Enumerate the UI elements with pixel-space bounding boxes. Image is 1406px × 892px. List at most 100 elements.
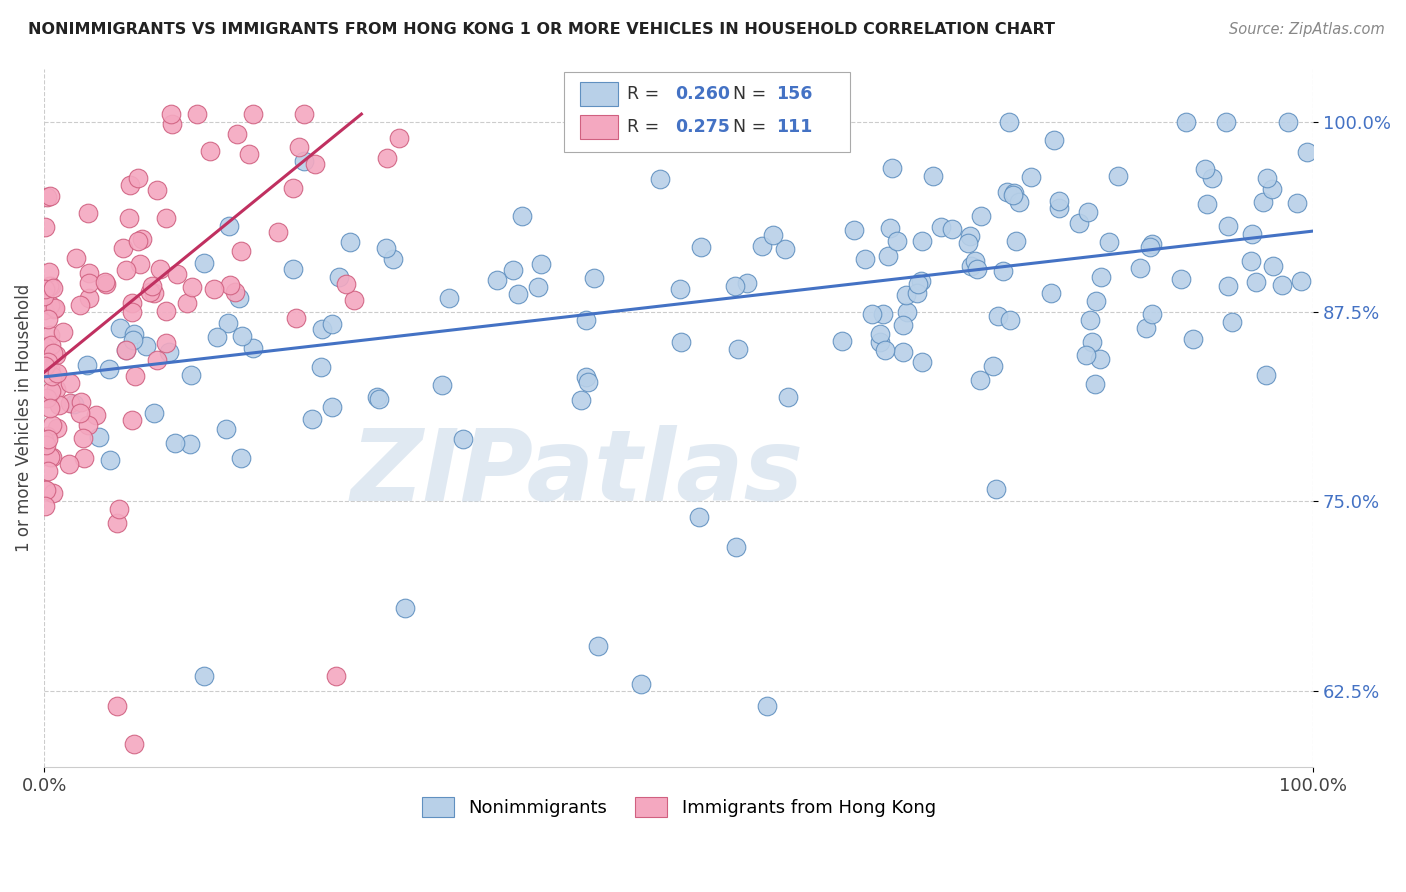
Point (1222, 315, 1244, 329)
Point (844, 223, 866, 237)
Point (1076, 348, 1098, 362)
Point (35, 483, 58, 497)
Point (121, 413, 143, 427)
Y-axis label: 1 or more Vehicles in Household: 1 or more Vehicles in Household (15, 284, 32, 552)
Point (911, 355, 934, 369)
Point (77, 277, 100, 291)
Point (37, 432, 59, 446)
Point (59, 376, 82, 390)
Point (142, 285, 165, 300)
Point (1142, 307, 1164, 321)
Point (575, 369, 598, 384)
Point (114, 343, 136, 358)
Point (146, 183, 169, 197)
Point (1000, 313, 1022, 327)
Point (1139, 240, 1161, 254)
Point (1140, 237, 1163, 252)
Point (59, 396, 82, 410)
Point (105, 699, 128, 714)
Point (77, 417, 100, 432)
Point (929, 220, 952, 235)
Point (394, 600, 416, 615)
Point (1002, 186, 1025, 201)
Text: 0.275: 0.275 (675, 118, 730, 136)
Point (984, 482, 1007, 496)
Point (1170, 272, 1192, 286)
Point (39, 362, 62, 376)
Point (910, 274, 932, 288)
Point (997, 114, 1019, 128)
Point (292, 107, 315, 121)
Point (896, 287, 918, 301)
Point (995, 185, 1018, 199)
Point (941, 222, 963, 236)
Point (1019, 169, 1042, 184)
Text: Source: ZipAtlas.com: Source: ZipAtlas.com (1229, 22, 1385, 37)
Point (225, 127, 247, 141)
Point (981, 359, 1004, 373)
Point (959, 229, 981, 244)
Point (35, 392, 58, 406)
Point (1005, 234, 1028, 248)
Point (773, 242, 796, 256)
Point (111, 241, 134, 255)
Text: 111: 111 (776, 118, 813, 136)
Point (37, 464, 59, 478)
Point (34, 340, 56, 354)
Point (118, 178, 141, 192)
Point (527, 280, 550, 294)
Point (582, 271, 605, 285)
Point (751, 238, 773, 252)
Point (508, 287, 530, 301)
Point (94, 275, 117, 289)
Point (530, 256, 553, 270)
Point (72, 431, 94, 445)
Point (891, 344, 914, 359)
Point (1240, 254, 1263, 268)
Point (1174, 114, 1197, 128)
Point (205, 330, 228, 344)
Point (1254, 368, 1277, 382)
Point (238, 146, 260, 161)
Point (231, 244, 253, 258)
Point (218, 219, 240, 233)
Point (35, 190, 58, 204)
Point (41, 384, 63, 399)
Point (179, 437, 201, 451)
Point (1216, 219, 1239, 233)
Point (735, 277, 758, 291)
Point (44, 301, 66, 316)
Point (432, 377, 454, 392)
Point (281, 181, 304, 195)
Point (122, 333, 145, 347)
Point (959, 259, 981, 273)
Point (70, 395, 93, 409)
Text: 0.260: 0.260 (675, 85, 730, 103)
Point (166, 268, 188, 282)
Point (321, 317, 343, 331)
Point (1289, 274, 1312, 288)
Point (891, 318, 914, 332)
Point (896, 305, 918, 319)
Point (45, 421, 67, 435)
FancyBboxPatch shape (579, 82, 617, 106)
Point (69, 407, 91, 421)
Point (956, 236, 979, 251)
Point (38, 189, 60, 203)
FancyBboxPatch shape (564, 72, 851, 153)
Point (1001, 188, 1024, 202)
Text: 156: 156 (776, 85, 813, 103)
Point (1201, 170, 1223, 185)
Point (127, 171, 149, 186)
Text: R =: R = (627, 85, 659, 103)
Point (872, 307, 894, 321)
Point (905, 285, 928, 300)
Point (301, 412, 323, 426)
Point (880, 161, 903, 175)
Text: R =: R = (627, 118, 659, 136)
Point (991, 264, 1014, 278)
Point (1078, 313, 1101, 327)
Point (89, 430, 111, 444)
Point (911, 234, 934, 248)
Point (34, 303, 56, 318)
